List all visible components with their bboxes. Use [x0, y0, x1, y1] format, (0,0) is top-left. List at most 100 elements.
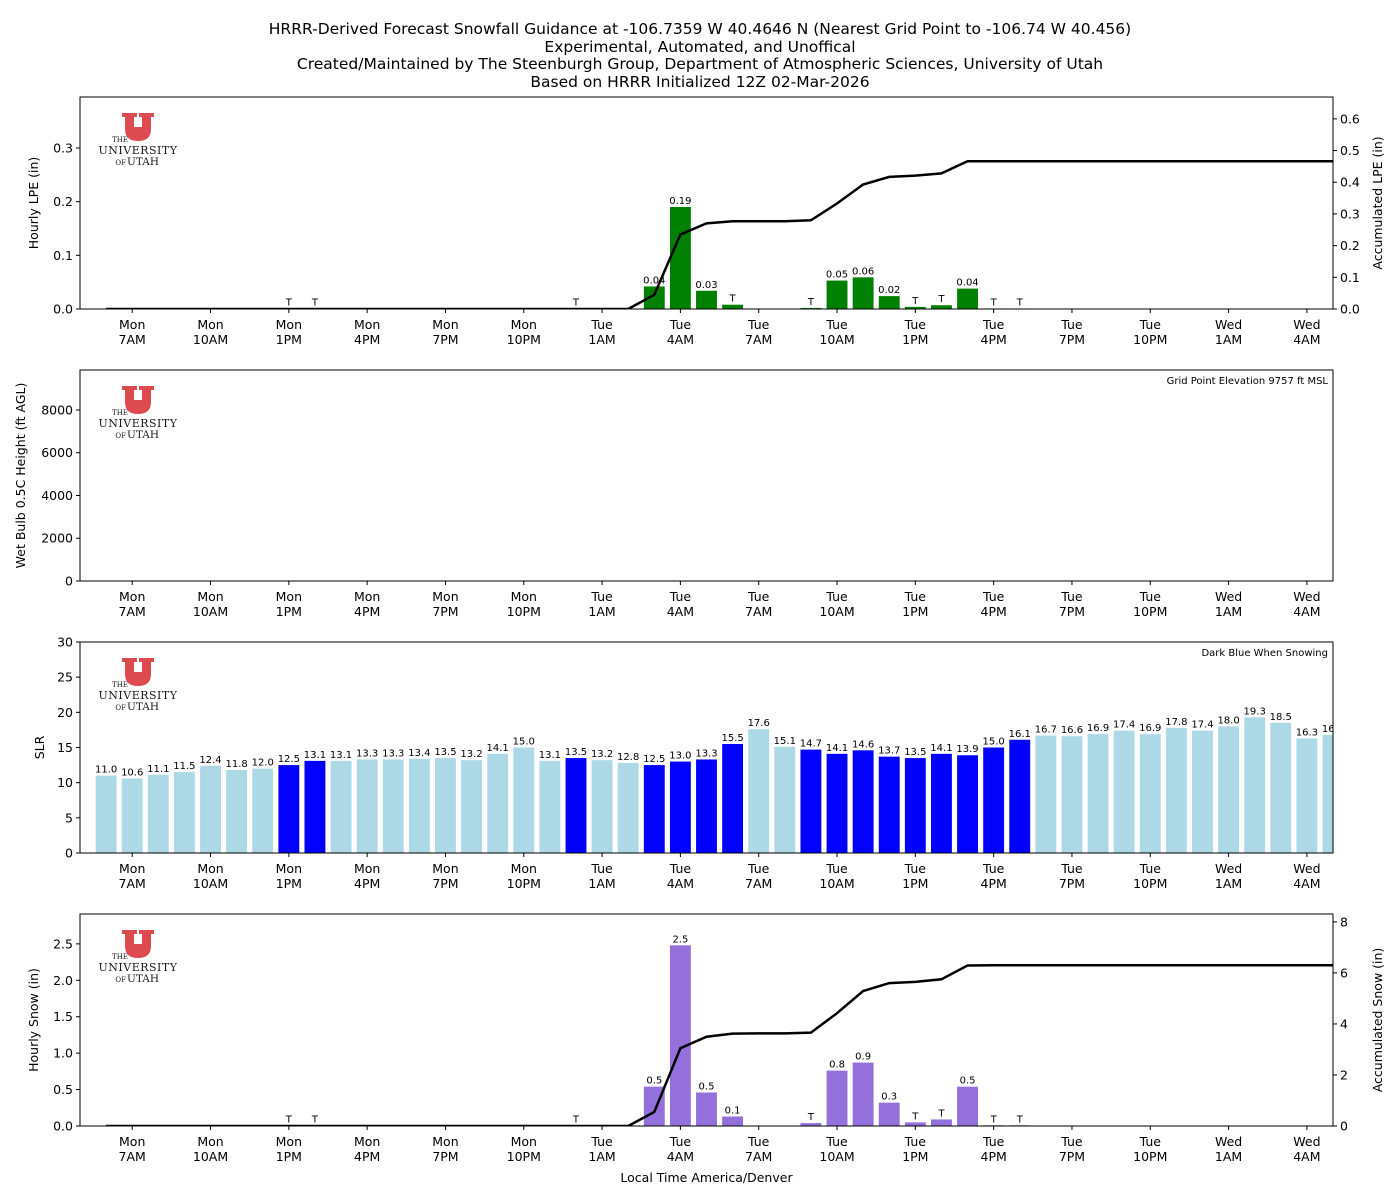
bar-label: 13.3: [356, 748, 378, 759]
y2-tick-label: 0.2: [1340, 238, 1360, 253]
bar: [800, 749, 822, 853]
bar-label: 0.05: [826, 270, 848, 281]
bar: [435, 758, 456, 853]
bar: [669, 945, 691, 1126]
x-tick-label-day: Tue: [1139, 317, 1162, 332]
bar: [252, 768, 274, 853]
y-tick-label: 2.0: [53, 973, 73, 988]
bar-label: T: [285, 1115, 293, 1126]
x-tick-label-time: 10AM: [819, 332, 854, 347]
x-tick-label-time: 7PM: [432, 332, 458, 347]
bar-label: 13.3: [382, 748, 404, 759]
bar-label: 11.8: [225, 759, 247, 770]
x-tick-label-time: 10PM: [507, 332, 541, 347]
bar: [722, 1116, 744, 1126]
x-tick-label-day: Tue: [982, 861, 1005, 876]
x-tick-label-time: 7AM: [745, 332, 772, 347]
x-tick-label-time: 4AM: [1293, 1149, 1320, 1164]
x-tick-label-time: 4AM: [1293, 604, 1320, 619]
bar: [904, 1122, 926, 1126]
x-tick-label-time: 1AM: [588, 604, 615, 619]
x-tick-label-day: Wed: [1293, 1134, 1320, 1149]
logo-text: UTAH: [127, 156, 159, 168]
x-tick-label-time: 1AM: [1215, 1149, 1242, 1164]
y2-tick-label: 0: [1340, 1119, 1348, 1134]
x-tick-label-time: 4PM: [981, 604, 1007, 619]
bar: [121, 778, 143, 853]
x-tick-label-time: 1AM: [588, 876, 615, 891]
x-tick-label-time: 10AM: [193, 876, 228, 891]
bar: [800, 1123, 822, 1126]
x-tick-label-day: Wed: [1215, 861, 1242, 876]
bar-label: 15.0: [513, 737, 535, 748]
y-tick-label: 6000: [41, 445, 73, 460]
x-tick-label-day: Wed: [1215, 589, 1242, 604]
y-tick-label: 0.0: [53, 302, 73, 317]
utah-u-icon: [122, 658, 154, 686]
bar-label: 11.1: [147, 764, 169, 775]
x-tick-label-time: 1PM: [276, 604, 302, 619]
title-line-2: Experimental, Automated, and Unoffical: [544, 37, 856, 56]
x-tick-label-time: 7PM: [1059, 604, 1085, 619]
x-tick-label-day: Tue: [825, 317, 848, 332]
x-tick-label-day: Tue: [590, 317, 613, 332]
bar: [904, 306, 926, 309]
x-tick-label-day: Tue: [1139, 861, 1162, 876]
y2-tick-label: 6: [1340, 965, 1348, 980]
bar: [1061, 736, 1083, 853]
bar-label: 17.8: [1165, 717, 1187, 728]
logo-text: UNIVERSITY: [99, 144, 178, 157]
bar: [513, 747, 535, 853]
bar-label: 11.5: [173, 761, 195, 772]
x-tick-label-day: Mon: [197, 317, 223, 332]
logo-text: UNIVERSITY: [99, 689, 178, 702]
x-tick-label-day: Mon: [119, 589, 145, 604]
x-tick-label-day: Mon: [432, 589, 458, 604]
title-line-4: Based on HRRR Initialized 12Z 02-Mar-202…: [530, 72, 870, 91]
x-tick-label-day: Tue: [669, 589, 692, 604]
y2-tick-label: 0.1: [1340, 270, 1360, 285]
bar: [1139, 734, 1161, 853]
bar-label: 14.6: [852, 739, 874, 750]
y2-tick-label: 0.0: [1340, 302, 1360, 317]
bar-label: 12.0: [252, 758, 274, 769]
bar: [826, 280, 848, 309]
x-tick-label-time: 1AM: [588, 332, 615, 347]
axes-frame: [79, 96, 1334, 310]
bar-label: 16.1: [1009, 729, 1031, 740]
y-tick-label: 1.5: [53, 1009, 73, 1024]
bar-label: 19.3: [1244, 706, 1266, 717]
x-tick-label-day: Tue: [904, 861, 927, 876]
x-tick-label-time: 1PM: [902, 604, 928, 619]
bar-label: 13.9: [956, 744, 978, 755]
y2-tick-label: 4: [1340, 1016, 1348, 1031]
x-tick-label-time: 10PM: [1133, 1149, 1167, 1164]
x-tick-label-day: Mon: [511, 589, 537, 604]
bar: [356, 759, 378, 853]
x-tick-label-time: 10PM: [1133, 332, 1167, 347]
x-tick-label-time: 1AM: [1215, 876, 1242, 891]
y-axis-label: Hourly Snow (in): [26, 968, 41, 1072]
x-tick-label-time: 10AM: [819, 1149, 854, 1164]
logo-text: THE: [112, 953, 128, 961]
bar-label: 16.9: [1087, 723, 1109, 734]
logo-text: UTAH: [127, 429, 159, 441]
bar: [826, 753, 848, 853]
bar-label: 15.0: [983, 737, 1005, 748]
accumulated-line: [106, 160, 1333, 309]
x-tick-label-day: Mon: [197, 1134, 223, 1149]
bar-label: 0.8: [829, 1060, 845, 1071]
x-tick-label-time: 4AM: [667, 332, 694, 347]
chart-title: HRRR-Derived Forecast Snowfall Guidance …: [0, 20, 1400, 91]
x-tick-label-day: Mon: [119, 1134, 145, 1149]
x-tick-label-day: Tue: [669, 1134, 692, 1149]
bar-label: 17.6: [748, 718, 770, 729]
bar-label: 12.4: [199, 755, 221, 766]
bar: [852, 1062, 874, 1126]
axes-frame: [79, 369, 1334, 582]
bar: [1035, 735, 1057, 853]
bar-label: 14.1: [930, 743, 952, 754]
logo-text: OF: [115, 432, 126, 440]
bar-label: 0.1: [725, 1106, 741, 1117]
bar-label: 0.3: [881, 1092, 897, 1103]
